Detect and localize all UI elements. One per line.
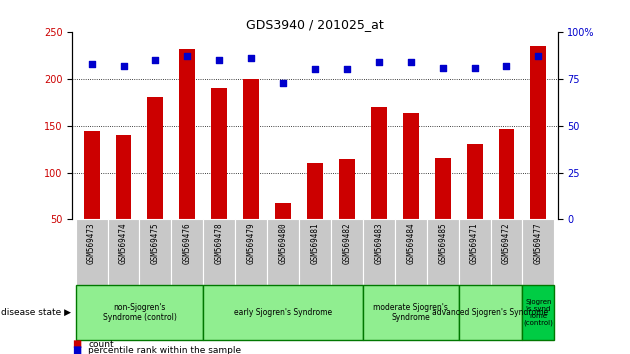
Text: disease state ▶: disease state ▶: [1, 308, 71, 317]
Bar: [522, 219, 554, 285]
Bar: [171, 219, 203, 285]
Bar: [203, 285, 363, 340]
Bar: [243, 79, 259, 266]
Point: [374, 59, 384, 65]
Text: early Sjogren's Syndrome: early Sjogren's Syndrome: [234, 308, 332, 317]
Bar: [435, 158, 450, 266]
Bar: [307, 163, 323, 266]
Text: GSM569474: GSM569474: [119, 223, 128, 264]
Point: [214, 57, 224, 63]
Text: GSM569475: GSM569475: [151, 223, 160, 264]
Text: GSM569484: GSM569484: [406, 223, 415, 264]
Bar: [403, 114, 419, 266]
Bar: [363, 219, 395, 285]
Point: [246, 55, 256, 61]
Point: [469, 65, 479, 70]
Point: [310, 67, 320, 72]
Point: [278, 80, 288, 85]
Bar: [115, 135, 132, 266]
Point: [342, 67, 352, 72]
Bar: [211, 88, 227, 266]
Bar: [459, 285, 522, 340]
Text: moderate Sjogren's
Syndrome: moderate Sjogren's Syndrome: [374, 303, 448, 322]
Bar: [530, 46, 546, 266]
Text: GSM569482: GSM569482: [343, 223, 352, 264]
Bar: [363, 285, 459, 340]
Text: GSM569483: GSM569483: [374, 223, 383, 264]
Text: count: count: [88, 339, 114, 349]
Point: [182, 53, 192, 59]
Bar: [427, 219, 459, 285]
Text: GSM569471: GSM569471: [470, 223, 479, 264]
Bar: [139, 219, 171, 285]
Point: [501, 63, 512, 68]
Bar: [76, 285, 203, 340]
Bar: [331, 219, 363, 285]
Bar: [84, 131, 100, 266]
Point: [151, 57, 161, 63]
Bar: [275, 202, 291, 266]
Text: percentile rank within the sample: percentile rank within the sample: [88, 346, 241, 354]
Bar: [395, 219, 427, 285]
Text: non-Sjogren's
Syndrome (control): non-Sjogren's Syndrome (control): [103, 303, 176, 322]
Bar: [203, 219, 235, 285]
Bar: [371, 107, 387, 266]
Bar: [339, 159, 355, 266]
Text: GSM569477: GSM569477: [534, 223, 543, 264]
Bar: [180, 49, 195, 266]
Point: [438, 65, 448, 70]
Bar: [522, 285, 554, 340]
Text: advanced Sjogren's Syndrome: advanced Sjogren's Syndrome: [432, 308, 549, 317]
Bar: [147, 97, 163, 266]
Text: GSM569476: GSM569476: [183, 223, 192, 264]
Text: GSM569472: GSM569472: [502, 223, 511, 264]
Text: ■: ■: [72, 346, 82, 354]
Text: GSM569478: GSM569478: [215, 223, 224, 264]
Bar: [467, 144, 483, 266]
Text: GSM569481: GSM569481: [311, 223, 319, 264]
Bar: [299, 219, 331, 285]
Text: GSM569485: GSM569485: [438, 223, 447, 264]
Bar: [235, 219, 267, 285]
Point: [406, 59, 416, 65]
Text: ■: ■: [72, 339, 82, 349]
Text: GSM569473: GSM569473: [87, 223, 96, 264]
Text: GSM569479: GSM569479: [247, 223, 256, 264]
Point: [86, 61, 96, 67]
Bar: [459, 219, 491, 285]
Text: GSM569480: GSM569480: [278, 223, 287, 264]
Bar: [108, 219, 139, 285]
Bar: [76, 219, 108, 285]
Point: [118, 63, 129, 68]
Text: Sjogren
's synd
rome
(control): Sjogren 's synd rome (control): [524, 299, 553, 326]
Bar: [491, 219, 522, 285]
Bar: [267, 219, 299, 285]
Title: GDS3940 / 201025_at: GDS3940 / 201025_at: [246, 18, 384, 31]
Point: [534, 53, 544, 59]
Bar: [498, 130, 515, 266]
